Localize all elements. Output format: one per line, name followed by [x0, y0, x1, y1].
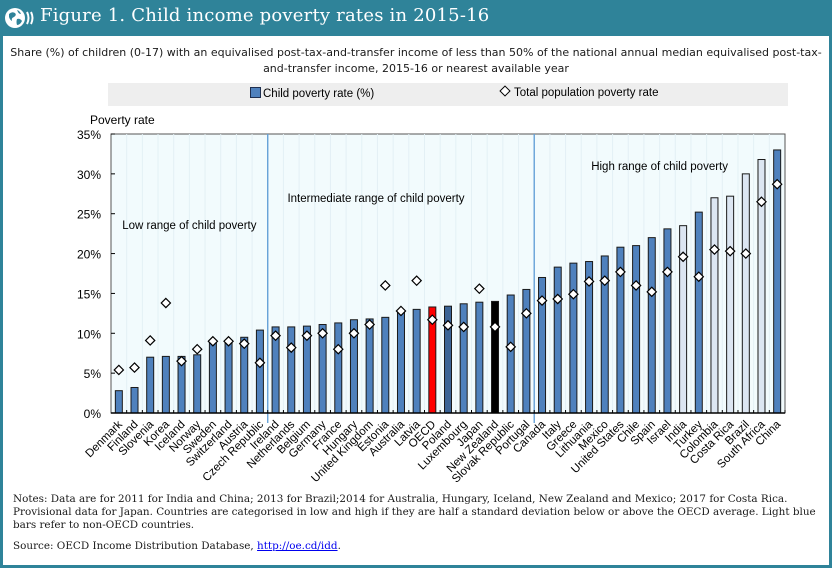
bar-latvia: [412, 308, 421, 414]
legend-item-child-poverty: Child poverty rate (%): [250, 87, 374, 100]
bar-israel: [663, 228, 672, 414]
y-tick-label: 35%: [77, 128, 101, 142]
bar-united-kingdom: [365, 318, 374, 414]
marker-costa-rica: [724, 245, 736, 257]
figure-notes: Notes: Data are for 2011 for India and C…: [13, 493, 816, 531]
marker-china: [771, 178, 783, 190]
marker-latvia: [411, 275, 423, 287]
oecd-globe-icon: [5, 8, 34, 28]
marker-greece: [567, 288, 579, 300]
bar-norway: [193, 354, 202, 414]
y-tick-label: 30%: [77, 168, 101, 182]
marker-sweden: [207, 335, 219, 347]
y-tick-label: 5%: [84, 367, 102, 381]
bar-slovenia: [146, 356, 155, 414]
bar-estonia: [381, 316, 390, 414]
marker-south-africa: [756, 196, 767, 208]
bar-australia: [396, 309, 405, 414]
bar-chile: [632, 245, 641, 414]
bar-greece: [569, 262, 578, 414]
marker-lithuania: [583, 276, 595, 287]
marker-france: [332, 343, 344, 355]
source-prefix: Source: OECD Income Distribution Databas…: [13, 540, 258, 552]
bar-czech-republic: [255, 329, 264, 414]
bar-france: [334, 322, 343, 414]
bar-colombia: [710, 197, 719, 414]
marker-hungary: [348, 327, 360, 339]
marker-new-zealand: [489, 321, 501, 333]
marker-india: [677, 251, 689, 263]
marker-finland: [129, 362, 140, 374]
marker-denmark: [113, 364, 125, 376]
bar-luxembourg: [459, 303, 468, 414]
legend-bar-label: Child poverty rate (%): [263, 88, 375, 100]
marker-austria: [238, 338, 250, 350]
marker-netherlands: [285, 342, 297, 354]
bar-netherlands: [287, 326, 296, 414]
bar-turkey: [694, 211, 703, 414]
bar-new-zealand: [491, 300, 500, 414]
chart-subtitle: Share (%) of children (0-17) with an equ…: [10, 46, 822, 75]
range-annotation-intermediate: Intermediate range of child poverty: [287, 193, 464, 205]
y-axis-title: Poverty rate: [90, 113, 155, 127]
bar-denmark: [114, 390, 123, 414]
bar-finland: [130, 386, 139, 414]
bar-brazil: [741, 173, 750, 414]
marker-italy: [552, 293, 564, 305]
bar-italy: [553, 266, 562, 414]
marker-slovenia: [144, 335, 156, 346]
y-tick-label: 15%: [77, 287, 101, 301]
marker-mexico: [599, 275, 611, 287]
figure-header: Figure 1. Child income poverty rates in …: [0, 0, 832, 36]
bar-spain: [647, 237, 656, 414]
marker-norway: [191, 343, 203, 355]
marker-spain: [646, 286, 658, 298]
y-tick-label: 20%: [77, 248, 101, 262]
marker-poland: [442, 319, 454, 331]
bar-korea: [161, 355, 170, 414]
bar-japan: [475, 301, 484, 414]
marker-portugal: [520, 307, 532, 319]
y-tick-label: 10%: [77, 327, 101, 341]
legend-bar-swatch: [250, 87, 261, 98]
marker-canada: [536, 295, 548, 307]
source-suffix: .: [337, 540, 341, 552]
marker-chile: [630, 280, 642, 291]
marker-switzerland: [223, 335, 235, 347]
legend-marker-label: Total population poverty rate: [514, 87, 659, 99]
marker-ireland: [270, 330, 282, 342]
marker-korea: [160, 297, 172, 309]
range-annotation-high: High range of child poverty: [591, 161, 728, 173]
bar-costa-rica: [726, 195, 735, 414]
range-annotation-low: Low range of child poverty: [122, 220, 256, 232]
marker-germany: [317, 327, 329, 339]
legend-item-total-poverty: Total population poverty rate: [499, 85, 659, 99]
marker-slovak-republic: [505, 341, 517, 353]
marker-colombia: [709, 244, 720, 256]
figure-source: Source: OECD Income Distribution Databas…: [13, 540, 341, 552]
marker-iceland: [176, 355, 187, 367]
marker-estonia: [379, 280, 391, 291]
marker-australia: [395, 305, 407, 317]
marker-belgium: [301, 330, 313, 342]
source-link[interactable]: http://oe.cd/idd: [257, 540, 338, 552]
marker-united-kingdom: [364, 319, 376, 330]
poverty-chart: 0% 5% 10% 15% 20% 25% 30% 35% Low range of child…: [77, 128, 786, 485]
bar-switzerland: [224, 339, 233, 414]
figure-title: Figure 1. Child income poverty rates in …: [40, 5, 490, 26]
marker-luxembourg: [458, 321, 470, 333]
y-tick-label: 0%: [84, 407, 102, 421]
y-tick-label: 25%: [77, 208, 101, 222]
marker-turkey: [693, 271, 705, 283]
marker-oecd: [426, 314, 438, 326]
marker-israel: [661, 266, 673, 278]
marker-brazil: [740, 248, 752, 260]
marker-czech-republic: [254, 357, 266, 369]
bar-sweden: [208, 339, 217, 414]
marker-united-states: [614, 266, 626, 278]
chart-legend: Child poverty rate (%) Total population …: [108, 83, 788, 106]
bar-slovak-republic: [506, 294, 515, 414]
marker-japan: [473, 283, 485, 295]
